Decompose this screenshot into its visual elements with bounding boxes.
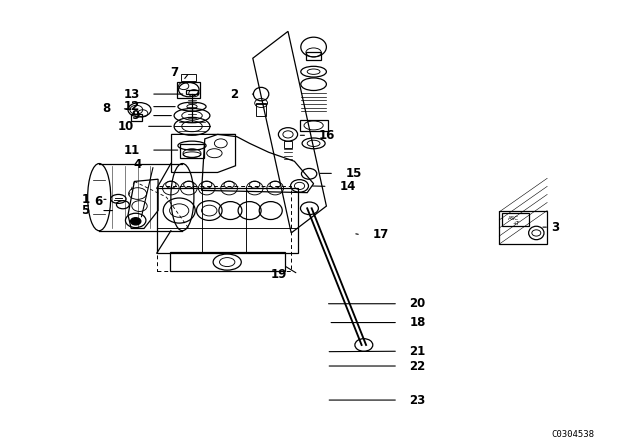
Bar — [170, 252, 285, 271]
Text: 20: 20 — [410, 297, 426, 310]
Text: 9: 9 — [131, 109, 140, 122]
Text: 13: 13 — [124, 87, 140, 101]
Bar — [256, 103, 266, 116]
Text: 16: 16 — [319, 129, 335, 142]
Bar — [499, 211, 547, 244]
Text: 19: 19 — [270, 267, 287, 281]
Bar — [300, 120, 328, 131]
Bar — [180, 144, 204, 158]
Bar — [306, 52, 321, 60]
Text: ASC: ASC — [508, 216, 519, 221]
Text: 14: 14 — [339, 180, 356, 193]
Text: 22: 22 — [410, 359, 426, 373]
Bar — [177, 82, 200, 98]
Bar — [157, 188, 298, 253]
Text: C0304538: C0304538 — [551, 430, 595, 439]
Text: 3: 3 — [552, 220, 560, 234]
Text: 15: 15 — [346, 167, 362, 180]
Bar — [284, 141, 292, 148]
Bar — [131, 114, 142, 121]
Text: 10: 10 — [118, 120, 134, 133]
Text: 4: 4 — [134, 158, 142, 172]
Text: 5: 5 — [81, 204, 90, 217]
Bar — [181, 74, 196, 81]
Text: 6: 6 — [94, 195, 102, 208]
Text: 2: 2 — [230, 87, 238, 101]
Text: 11: 11 — [124, 143, 140, 157]
Text: 1: 1 — [81, 193, 90, 206]
Text: 18: 18 — [410, 316, 426, 329]
Text: 12: 12 — [124, 100, 140, 113]
Bar — [502, 213, 529, 226]
Text: 8: 8 — [102, 102, 110, 116]
Text: 7: 7 — [170, 66, 178, 79]
Text: 23: 23 — [410, 393, 426, 407]
Text: 21: 21 — [410, 345, 426, 358]
Text: 17: 17 — [372, 228, 388, 241]
Bar — [186, 90, 198, 94]
Text: +T: +T — [512, 220, 519, 226]
Circle shape — [131, 218, 141, 225]
